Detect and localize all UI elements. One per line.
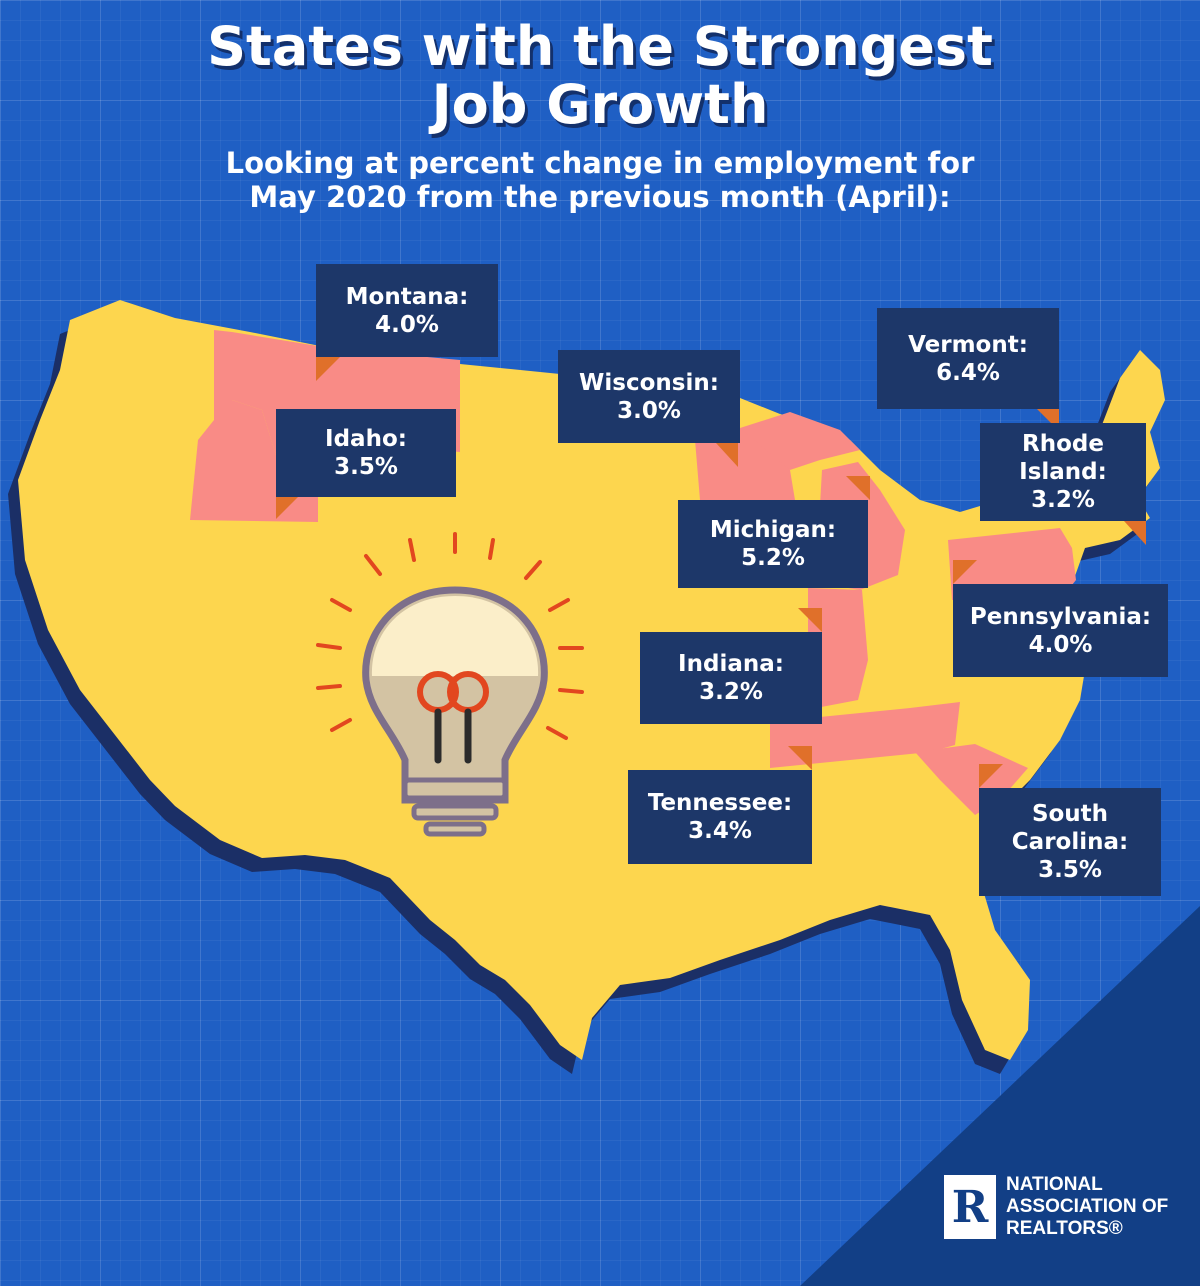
label-pennsylvania-name: Pennsylvania: xyxy=(969,603,1152,630)
rhode-island-pointer xyxy=(1124,521,1146,545)
nar-logo: R NATIONAL ASSOCIATION OF REALTORS® xyxy=(944,1174,1168,1240)
label-michigan-value: 5.2% xyxy=(741,545,805,571)
subtitle-line-2: May 2020 from the previous month (April)… xyxy=(249,180,951,214)
page-title-text: States with the Strongest Job Growth xyxy=(207,15,993,136)
label-tennessee-name: Tennessee: xyxy=(647,790,793,816)
label-south-carolina-name-2: Carolina: xyxy=(1011,829,1129,855)
label-wisconsin-name: Wisconsin: xyxy=(579,369,719,396)
label-tennessee-value: 3.4% xyxy=(688,818,752,844)
subtitle-line-1: Looking at percent change in employment … xyxy=(225,146,975,180)
label-montana-name: Montana: xyxy=(345,283,469,310)
indiana-pointer xyxy=(798,608,822,632)
realtor-r-logo: R xyxy=(944,1175,996,1239)
label-rhode-island-name-1: Rhode xyxy=(1022,431,1104,457)
michigan-pointer xyxy=(846,476,870,500)
label-idaho-name: Idaho: xyxy=(325,426,407,452)
state-pennsylvania xyxy=(948,528,1076,600)
label-montana: Montana: 4.0% xyxy=(316,264,498,357)
label-idaho-value: 3.5% xyxy=(334,454,398,480)
label-indiana-name: Indiana: xyxy=(678,651,784,677)
label-idaho: Idaho: 3.5% xyxy=(276,409,456,497)
label-south-carolina: South Carolina: 3.5% xyxy=(979,788,1161,896)
label-rhode-island: Rhode Island: 3.2% xyxy=(980,423,1146,521)
label-vermont-value: 6.4% xyxy=(936,359,1000,386)
wisconsin-pointer xyxy=(716,443,738,467)
nar-logo-line-1: NATIONAL xyxy=(1006,1174,1103,1195)
state-indiana xyxy=(808,588,868,708)
lightbulb-icon xyxy=(316,532,584,837)
state-michigan-upper xyxy=(740,412,860,470)
label-pennsylvania: Pennsylvania: 4.0% xyxy=(953,584,1168,677)
label-tennessee: Tennessee: 3.4% xyxy=(628,770,812,864)
tennessee-pointer xyxy=(788,746,812,770)
label-vermont-name: Vermont: xyxy=(908,331,1028,358)
nar-logo-text: NATIONAL ASSOCIATION OF REALTORS® xyxy=(1006,1174,1168,1240)
label-montana-value: 4.0% xyxy=(375,311,439,338)
label-rhode-island-value: 3.2% xyxy=(1031,487,1095,513)
label-vermont: Vermont: 6.4% xyxy=(877,308,1059,409)
montana-pointer xyxy=(316,357,340,381)
pennsylvania-pointer xyxy=(953,560,977,584)
nar-logo-line-2: ASSOCIATION OF xyxy=(1006,1196,1169,1217)
idaho-pointer xyxy=(276,497,298,519)
nar-logo-line-3: REALTORS® xyxy=(1006,1218,1123,1239)
label-rhode-island-name-2: Island: xyxy=(1019,459,1107,485)
label-wisconsin-value: 3.0% xyxy=(617,397,681,424)
label-south-carolina-value: 3.5% xyxy=(1038,857,1102,883)
realtor-r-letter: R xyxy=(951,1181,989,1233)
label-indiana: Indiana: 3.2% xyxy=(640,632,822,724)
page-subtitle: Looking at percent change in employment … xyxy=(150,146,1050,214)
label-pennsylvania-value: 4.0% xyxy=(1028,631,1093,658)
label-michigan: Michigan: 5.2% xyxy=(678,500,868,588)
label-michigan-name: Michigan: xyxy=(709,517,837,543)
label-south-carolina-name-1: South xyxy=(1031,801,1109,827)
south-carolina-pointer xyxy=(979,764,1003,788)
label-wisconsin: Wisconsin: 3.0% xyxy=(558,350,740,443)
label-indiana-value: 3.2% xyxy=(699,679,763,705)
page-title: States with the Strongest Job Growth xyxy=(0,18,1200,134)
